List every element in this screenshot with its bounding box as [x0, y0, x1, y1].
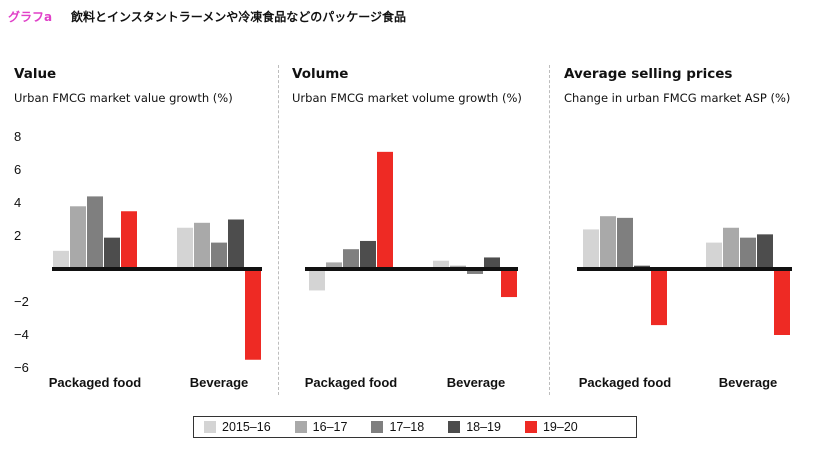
figure-label: グラフa — [8, 10, 53, 24]
panel-volume-title: Volume — [292, 66, 349, 82]
legend-label: 2015–16 — [222, 420, 271, 434]
y-tick-label: −6 — [14, 360, 29, 375]
zero-axis-line — [52, 267, 262, 271]
bar — [774, 269, 790, 335]
bar — [723, 227, 739, 269]
bar — [740, 237, 756, 269]
legend-swatch — [448, 421, 461, 433]
panel-value-subtitle: Urban FMCG market value growth (%) — [14, 91, 233, 105]
y-tick-label: −4 — [14, 327, 29, 342]
legend-label: 16–17 — [312, 420, 348, 434]
y-tick-label: 2 — [14, 228, 21, 243]
panel-divider — [549, 65, 550, 395]
bar — [377, 151, 393, 269]
legend-item: 17–18 — [371, 420, 424, 434]
legend-swatch — [204, 421, 216, 433]
legend: 2015–16 16–17 17–18 18–19 19–20 — [193, 416, 637, 438]
category-label: Beverage — [719, 375, 778, 390]
panel-asp-title: Average selling prices — [564, 66, 733, 82]
y-tick-label: 6 — [14, 162, 21, 177]
y-tick-label: 4 — [14, 195, 21, 210]
bar — [87, 196, 103, 269]
category-label: Packaged food — [49, 375, 142, 390]
legend-swatch — [371, 421, 384, 433]
bar — [600, 216, 616, 269]
bar — [211, 242, 227, 269]
bar — [194, 222, 210, 269]
bar — [706, 242, 722, 269]
legend-item: 19–20 — [524, 420, 578, 434]
bar — [651, 269, 667, 326]
y-tick-label: 8 — [14, 129, 21, 144]
figure-title: 飲料とインスタントラーメンや冷凍食品などのパッケージ食品 — [71, 10, 407, 24]
bar — [104, 237, 120, 269]
legend-item: 2015–16 — [204, 420, 271, 434]
bar — [757, 234, 773, 269]
panel-divider — [278, 65, 279, 395]
bar — [583, 229, 599, 269]
category-label: Packaged food — [305, 375, 398, 390]
category-label: Beverage — [190, 375, 249, 390]
bar — [53, 250, 69, 269]
bar — [309, 269, 325, 291]
bar — [70, 206, 86, 269]
bar — [467, 269, 483, 274]
panel-volume-subtitle: Urban FMCG market volume growth (%) — [292, 91, 522, 105]
bar — [326, 262, 342, 269]
bar — [343, 249, 359, 269]
bar — [433, 260, 449, 269]
panel-asp-subtitle: Change in urban FMCG market ASP (%) — [564, 91, 791, 105]
legend-swatch — [294, 421, 307, 433]
legend-item: 16–17 — [294, 420, 348, 434]
bar — [501, 269, 517, 298]
legend-label: 17–18 — [389, 420, 425, 434]
category-label: Beverage — [447, 375, 506, 390]
bar — [228, 219, 244, 269]
zero-axis-line — [305, 267, 518, 271]
bar — [360, 240, 376, 269]
bar — [617, 217, 633, 269]
legend-swatch — [524, 421, 537, 433]
legend-label: 19–20 — [542, 420, 578, 434]
panel-value-title: Value — [14, 66, 57, 82]
zero-axis-line — [577, 267, 792, 271]
y-tick-label: −2 — [14, 294, 29, 309]
bar — [121, 211, 137, 269]
legend-label: 18–19 — [466, 420, 501, 434]
bar — [245, 269, 261, 360]
legend-item: 18–19 — [448, 420, 501, 434]
category-label: Packaged food — [579, 375, 672, 390]
bar — [177, 227, 193, 269]
bar — [484, 257, 500, 269]
